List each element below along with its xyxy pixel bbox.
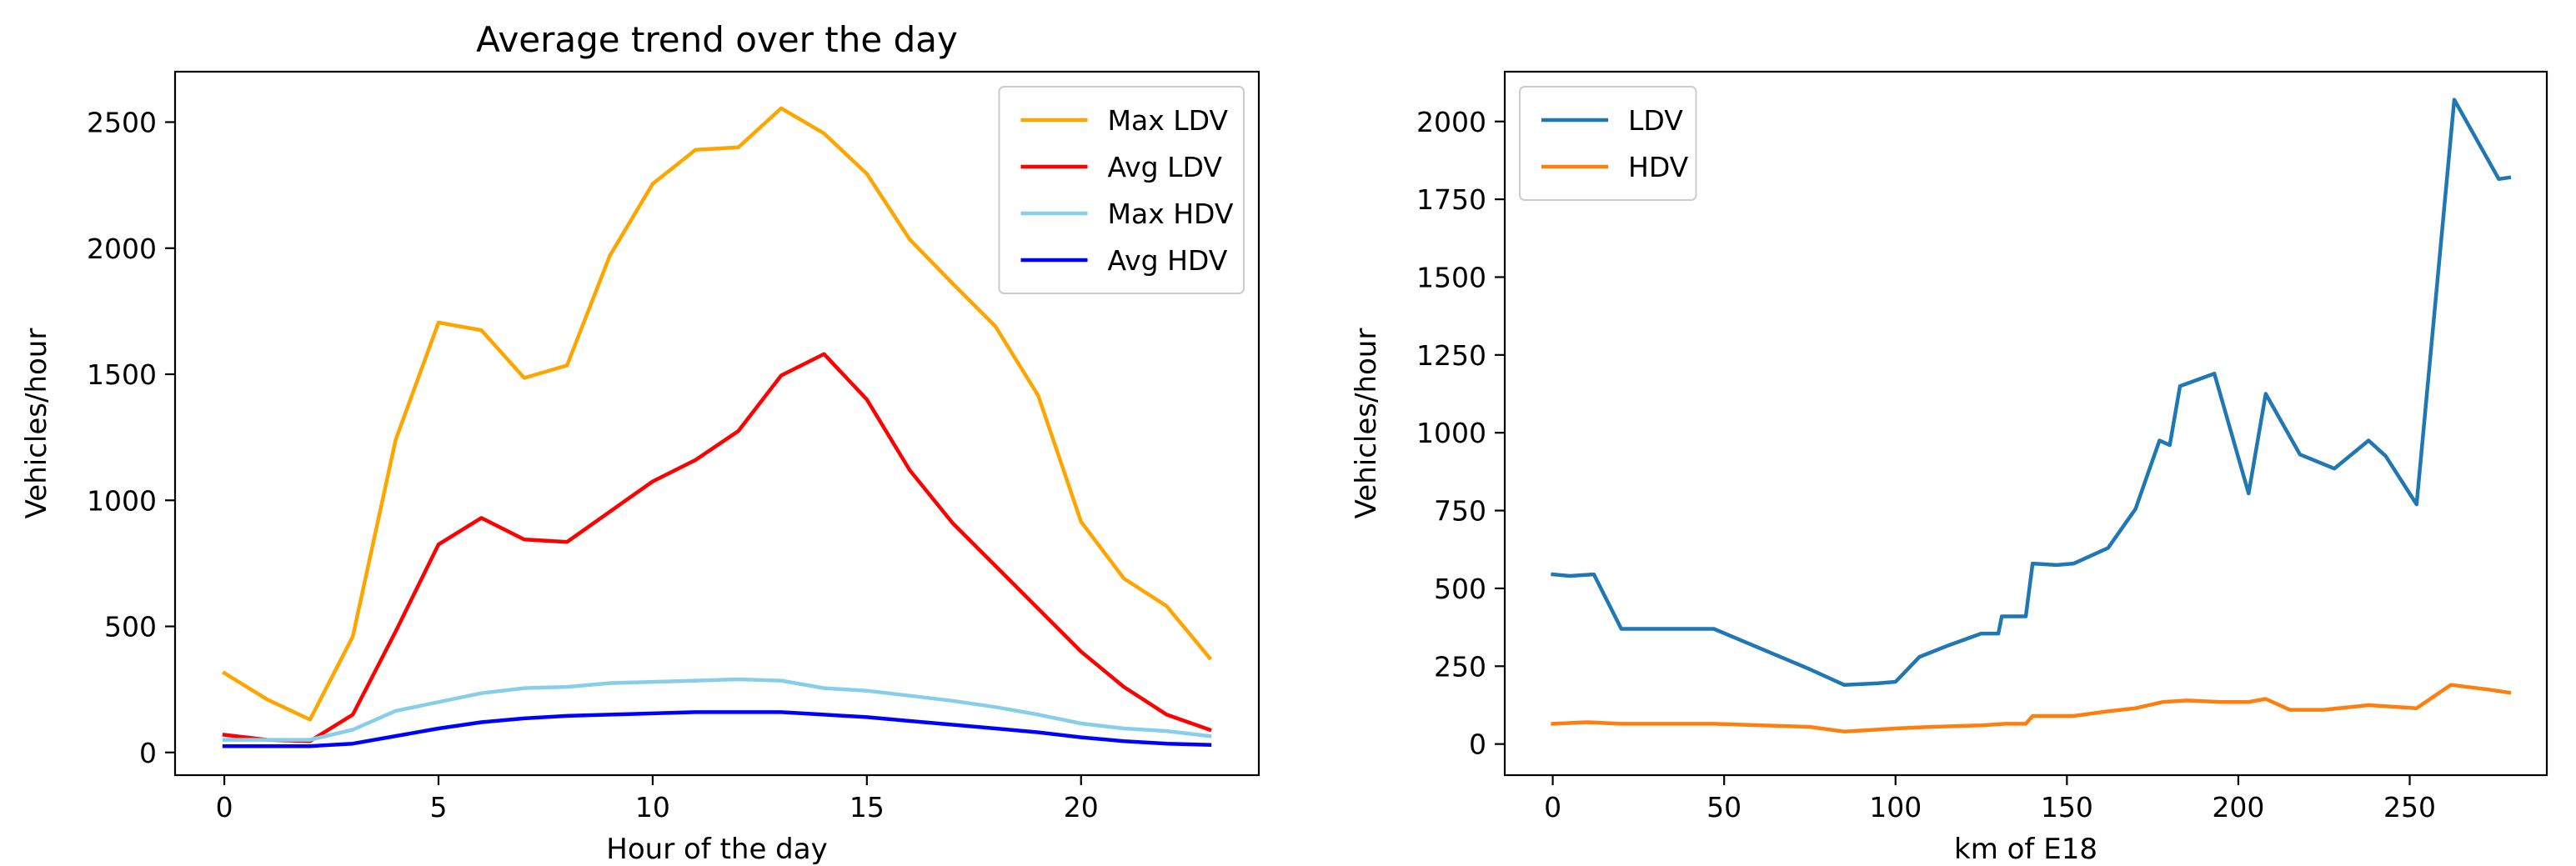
plot-area bbox=[222, 106, 1213, 748]
series-line-hdv bbox=[1551, 683, 2512, 733]
legend: Max LDV Avg LDV Max HDV Avg HDV bbox=[998, 86, 1245, 294]
plot-area bbox=[1551, 98, 2512, 733]
x-axis-label: Hour of the day bbox=[606, 833, 827, 866]
legend-entry: Max HDV bbox=[1108, 198, 1234, 230]
y-tick-label: 750 bbox=[1434, 495, 1486, 528]
legend-entry: Max LDV bbox=[1108, 104, 1229, 137]
y-tick-label: 0 bbox=[1469, 728, 1486, 761]
y-tick-label: 1000 bbox=[87, 484, 157, 517]
y-tick-label: 2500 bbox=[87, 107, 157, 139]
x-tick-label: 150 bbox=[2041, 791, 2093, 823]
y-tick-label: 0 bbox=[139, 737, 157, 769]
x-tick-label: 20 bbox=[1064, 791, 1099, 823]
legend-box bbox=[1519, 86, 1697, 201]
x-tick-label: 15 bbox=[849, 791, 885, 823]
series-line-max-ldv bbox=[222, 106, 1213, 722]
axes-frame bbox=[1503, 70, 2548, 777]
legend-entry: HDV bbox=[1628, 151, 1689, 183]
legend-entry: Avg HDV bbox=[1108, 244, 1228, 277]
y-tick-label: 500 bbox=[1434, 573, 1486, 605]
y-tick-label: 1000 bbox=[1416, 417, 1486, 449]
legend: LDV HDV bbox=[1519, 86, 1697, 201]
x-tick-label: 5 bbox=[430, 791, 448, 823]
x-tick-label: 200 bbox=[2212, 791, 2264, 823]
x-tick-label: 10 bbox=[635, 791, 670, 823]
axes-frame bbox=[173, 70, 1260, 777]
legend-entry: LDV bbox=[1628, 104, 1683, 137]
x-tick-label: 250 bbox=[2383, 791, 2436, 823]
legend-box bbox=[998, 86, 1245, 294]
x-axis-label: km of E18 bbox=[1954, 833, 2097, 866]
y-tick-label: 2000 bbox=[1416, 106, 1486, 138]
right-chart-e18-profile: 0 50 100 150 200 250 0 250 500 750 1000 1250 1500 175… bbox=[1350, 70, 2548, 866]
chart-title: Average trend over the day bbox=[476, 19, 958, 60]
x-tick-label: 100 bbox=[1869, 791, 1922, 823]
y-tick-label: 1750 bbox=[1416, 183, 1486, 216]
y-tick-label: 1250 bbox=[1416, 339, 1486, 372]
series-line-avg-hdv bbox=[222, 710, 1212, 748]
x-tick-label: 0 bbox=[216, 791, 233, 823]
x-tick-label: 0 bbox=[1544, 791, 1561, 823]
y-axis-label: Vehicles/hour bbox=[1350, 328, 1383, 519]
x-tick-label: 50 bbox=[1706, 791, 1742, 823]
y-tick-label: 250 bbox=[1434, 650, 1486, 683]
y-tick-label: 500 bbox=[104, 611, 157, 643]
series-line-max-hdv bbox=[222, 677, 1212, 742]
y-axis-label: Vehicles/hour bbox=[20, 328, 53, 519]
series-line-avg-ldv bbox=[222, 352, 1212, 743]
legend-entry: Avg LDV bbox=[1108, 151, 1223, 183]
y-tick-label: 1500 bbox=[87, 358, 157, 391]
series-line-ldv bbox=[1551, 98, 2512, 687]
y-tick-label: 2000 bbox=[87, 233, 157, 265]
y-tick-label: 1500 bbox=[1416, 261, 1486, 293]
left-chart-hourly-trend: 0 5 10 15 20 0 500 1000 1500 2000 2500 Hour of the … bbox=[20, 19, 1260, 866]
